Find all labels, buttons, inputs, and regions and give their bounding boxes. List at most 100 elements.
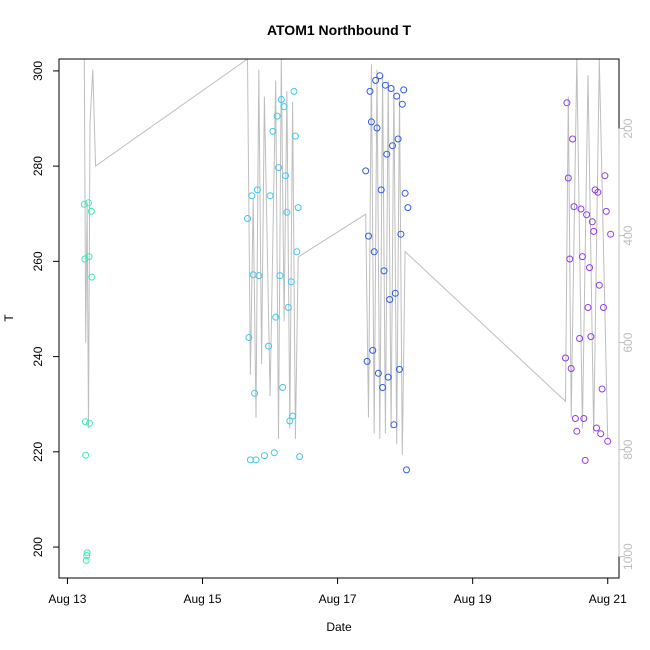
data-point bbox=[373, 124, 381, 132]
data-point bbox=[86, 419, 93, 427]
data-point bbox=[594, 188, 602, 196]
data-point bbox=[573, 427, 581, 435]
data-point bbox=[601, 172, 609, 180]
data-point bbox=[562, 354, 569, 362]
y-axis-label: T bbox=[2, 314, 16, 322]
data-point bbox=[296, 453, 304, 461]
data-point bbox=[83, 549, 91, 557]
data-point bbox=[251, 389, 259, 397]
data-point bbox=[362, 167, 370, 175]
x-tick-label: Aug 19 bbox=[454, 592, 492, 606]
track-layer bbox=[83, 59, 609, 455]
right-axis: 200 400 600 800 1000 bbox=[618, 118, 635, 570]
data-point bbox=[87, 207, 95, 215]
data-point bbox=[571, 415, 579, 422]
data-point bbox=[82, 556, 90, 564]
data-point bbox=[280, 103, 288, 111]
data-point bbox=[581, 456, 589, 464]
data-point bbox=[577, 205, 585, 213]
x-axis: Aug 13 Aug 15 Aug 17 Aug 19 Aug 21 bbox=[48, 577, 627, 606]
data-point bbox=[389, 142, 396, 150]
data-point bbox=[80, 200, 88, 208]
data-point bbox=[272, 313, 280, 321]
data-point bbox=[584, 304, 592, 311]
data-point bbox=[276, 272, 284, 280]
data-point bbox=[604, 437, 612, 445]
data-point bbox=[249, 271, 257, 279]
data-point bbox=[400, 86, 408, 94]
data-point bbox=[265, 342, 273, 350]
chart-title: ATOM1 Northbound T bbox=[267, 22, 412, 38]
data-point bbox=[583, 211, 591, 219]
right-tick-label: 800 bbox=[621, 439, 635, 459]
data-point bbox=[275, 164, 282, 172]
y-tick-label: 280 bbox=[31, 156, 45, 176]
data-point bbox=[277, 96, 285, 103]
data-point bbox=[398, 100, 406, 108]
data-point bbox=[598, 385, 606, 393]
data-point bbox=[369, 346, 377, 354]
data-point bbox=[283, 208, 291, 216]
data-point bbox=[374, 369, 382, 377]
x-tick-label: Aug 17 bbox=[319, 592, 357, 606]
data-point bbox=[88, 273, 96, 281]
data-point bbox=[404, 204, 412, 212]
data-point bbox=[597, 430, 605, 438]
data-point bbox=[290, 87, 298, 95]
data-point bbox=[588, 218, 596, 226]
y-tick-label: 300 bbox=[31, 61, 45, 81]
y-tick-label: 200 bbox=[31, 537, 45, 557]
data-point bbox=[384, 373, 392, 381]
data-point bbox=[383, 150, 391, 158]
data-point bbox=[260, 452, 268, 460]
data-point bbox=[391, 289, 399, 297]
plot-frame bbox=[58, 58, 620, 579]
data-point bbox=[563, 99, 571, 107]
y-tick-label: 240 bbox=[31, 346, 45, 366]
data-point bbox=[269, 127, 277, 135]
points-layer bbox=[80, 72, 615, 564]
data-point bbox=[401, 189, 409, 197]
data-point bbox=[593, 424, 600, 432]
data-point bbox=[85, 199, 92, 207]
y-axis: 200 220 240 260 280 300 bbox=[31, 61, 60, 557]
data-point bbox=[595, 281, 603, 289]
data-point bbox=[393, 92, 401, 100]
data-point bbox=[289, 412, 297, 420]
data-point bbox=[284, 304, 292, 311]
data-point bbox=[576, 335, 584, 342]
data-point bbox=[376, 72, 384, 80]
data-point bbox=[387, 85, 395, 92]
data-point bbox=[602, 207, 610, 215]
data-point bbox=[607, 230, 615, 238]
data-point bbox=[294, 204, 302, 212]
data-point bbox=[363, 357, 371, 365]
data-point bbox=[586, 264, 593, 272]
data-point bbox=[600, 304, 607, 311]
data-point bbox=[253, 186, 261, 194]
x-tick-label: Aug 15 bbox=[183, 592, 221, 606]
data-point bbox=[380, 267, 388, 275]
data-point bbox=[252, 456, 260, 464]
data-point bbox=[397, 230, 405, 238]
data-point bbox=[570, 203, 578, 211]
data-point bbox=[291, 132, 299, 140]
data-point bbox=[270, 449, 278, 457]
data-point bbox=[578, 253, 586, 261]
data-point bbox=[403, 466, 410, 474]
data-point bbox=[367, 118, 375, 126]
data-point bbox=[580, 415, 588, 422]
data-point bbox=[569, 135, 577, 143]
data-point bbox=[245, 334, 253, 341]
data-point bbox=[279, 384, 287, 391]
y-tick-label: 260 bbox=[31, 251, 45, 271]
right-tick-label: 400 bbox=[621, 225, 635, 245]
data-point bbox=[287, 278, 295, 286]
data-point bbox=[587, 333, 595, 341]
data-point bbox=[386, 296, 394, 303]
data-point bbox=[248, 192, 256, 200]
data-point bbox=[82, 451, 90, 459]
data-point bbox=[365, 232, 372, 240]
data-point bbox=[85, 253, 93, 261]
x-tick-label: Aug 21 bbox=[589, 592, 627, 606]
